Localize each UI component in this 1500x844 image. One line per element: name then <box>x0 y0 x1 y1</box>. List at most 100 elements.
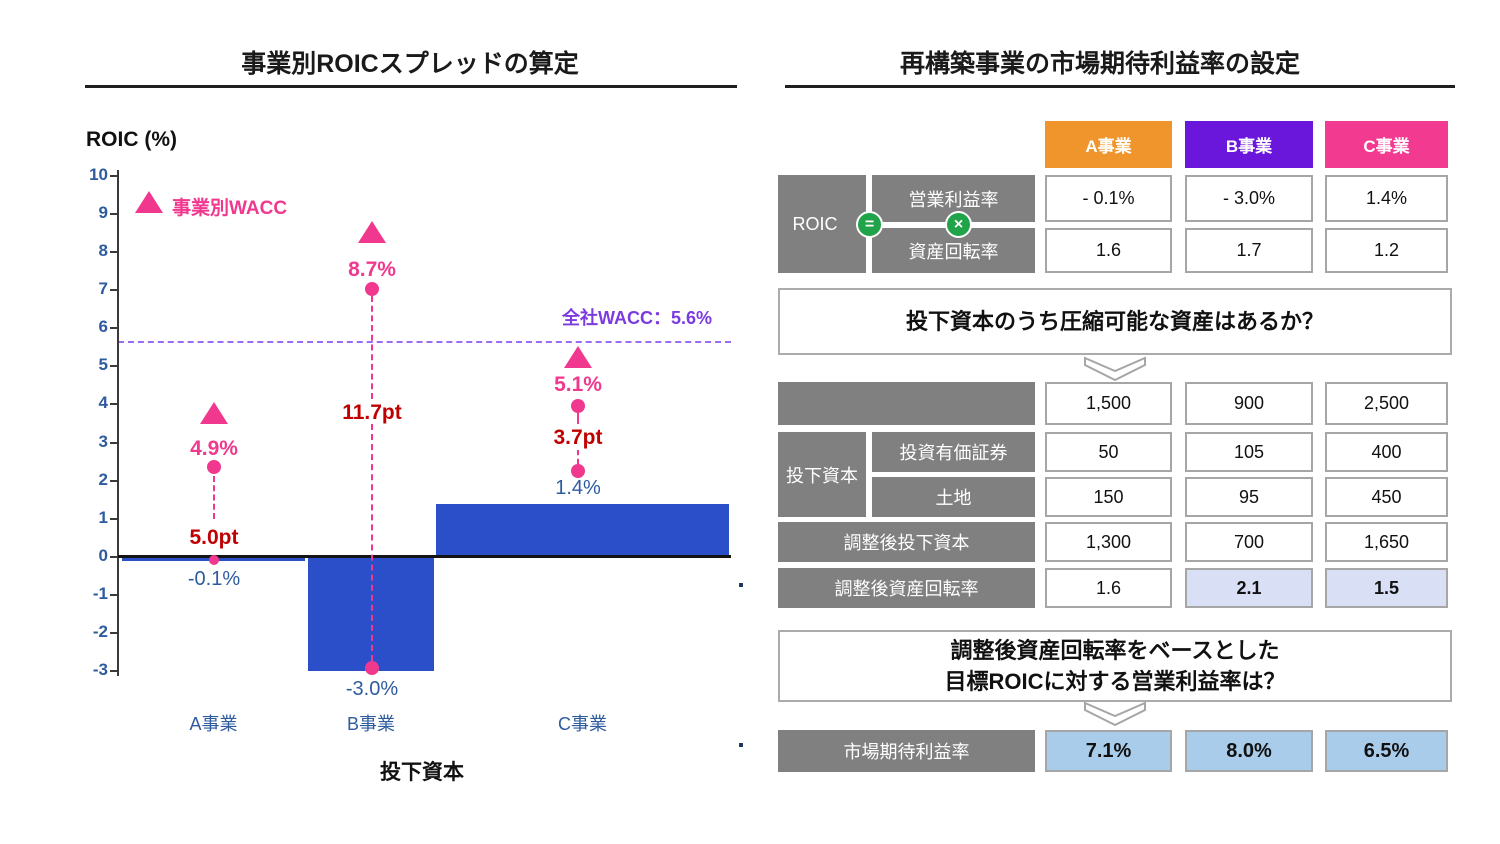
capital-total-label-blank <box>778 382 1035 425</box>
y-tick-mark <box>110 517 118 520</box>
wacc-spread-dashed-line <box>371 296 373 399</box>
multiply-operator-icon: × <box>945 211 972 238</box>
wacc-point-dot <box>365 282 379 296</box>
value-cell: 1,650 <box>1325 522 1448 562</box>
value-cell: 1.2 <box>1325 228 1448 273</box>
y-tick-mark <box>110 594 118 597</box>
equals-operator-icon: = <box>856 211 883 238</box>
value-cell: 8.0% <box>1185 730 1313 772</box>
invested-capital-group-label: 投下資本 <box>778 432 866 517</box>
y-axis-title: ROIC (%) <box>86 128 177 151</box>
wacc-value-label: 5.1% <box>554 373 602 396</box>
question-2-line2: 目標ROICに対する営業利益率は？ <box>944 669 1286 694</box>
question-2-line1: 調整後資産回転率をベースとした <box>950 638 1280 663</box>
down-arrow-icon <box>1084 356 1146 382</box>
question-1-text: 投下資本のうち圧縮可能な資産はあるか？ <box>905 309 1324 334</box>
y-tick-mark <box>110 250 118 253</box>
y-tick-label: 2 <box>98 469 108 489</box>
securities-label: 投資有価証券 <box>872 432 1035 472</box>
zero-line <box>118 555 731 558</box>
company-wacc-line <box>118 341 731 343</box>
wacc-point-dot <box>571 399 585 413</box>
y-tick-mark <box>110 556 118 558</box>
spread-pt-label: 5.0pt <box>189 526 239 549</box>
y-tick-label: 6 <box>98 317 108 337</box>
wacc-value-label: 4.9% <box>190 437 238 460</box>
y-tick-mark <box>110 212 118 215</box>
left-title-underline <box>85 85 737 88</box>
legend-wacc-label: 事業別WACC <box>172 198 288 219</box>
wacc-triangle-marker <box>564 346 592 368</box>
value-cell: 700 <box>1185 522 1313 562</box>
y-tick-mark <box>110 441 118 444</box>
roic-value-label: -0.1% <box>187 568 241 590</box>
wacc-point-dot <box>207 460 221 474</box>
y-tick-label: 10 <box>89 164 108 184</box>
y-tick-mark <box>110 327 118 330</box>
right-panel-title: 再構築事業の市場期待利益率の設定 <box>899 50 1300 78</box>
adjusted-capital-label: 調整後投下資本 <box>778 522 1035 562</box>
y-tick-label: 5 <box>98 355 108 375</box>
y-axis-line <box>117 170 119 676</box>
roic-point-dot <box>365 661 379 675</box>
y-tick-mark <box>110 670 118 673</box>
question-box-2: 調整後資産回転率をベースとした 目標ROICに対する営業利益率は？ <box>778 630 1452 702</box>
roic-result-box: ROIC <box>778 175 866 273</box>
wacc-value-label: 8.7% <box>348 258 396 281</box>
value-cell: 1.6 <box>1045 568 1172 608</box>
x-category-label: B事業 <box>346 714 395 734</box>
down-arrow-icon <box>1084 701 1146 727</box>
y-tick-mark <box>110 289 118 292</box>
company-wacc-label: 全社WACC：5.6% <box>561 308 712 328</box>
spread-pt-label: 3.7pt <box>553 426 603 449</box>
value-cell: - 3.0% <box>1185 175 1313 222</box>
y-tick-mark <box>110 479 118 482</box>
value-cell: 50 <box>1045 432 1172 472</box>
value-cell: 150 <box>1045 477 1172 517</box>
roic-value-label: 1.4% <box>555 477 601 499</box>
value-cell: 95 <box>1185 477 1313 517</box>
x-category-label: C事業 <box>558 714 607 734</box>
x-category-label: A事業 <box>189 714 238 734</box>
value-cell: 6.5% <box>1325 730 1448 772</box>
adjusted-turnover-label: 調整後資産回転率 <box>778 568 1035 608</box>
value-cell: 450 <box>1325 477 1448 517</box>
y-tick-label: 3 <box>98 431 108 451</box>
wacc-spread-dashed-line <box>371 424 373 661</box>
value-cell: - 0.1% <box>1045 175 1172 222</box>
roic-point-dot <box>209 555 219 565</box>
wacc-spread-dashed-line <box>577 413 579 424</box>
column-header: C事業 <box>1325 121 1448 168</box>
value-cell: 7.1% <box>1045 730 1172 772</box>
y-tick-label: -1 <box>92 584 108 604</box>
value-cell: 1.6 <box>1045 228 1172 273</box>
wacc-spread-dashed-line <box>577 450 579 464</box>
y-tick-label: -3 <box>92 660 108 680</box>
wacc-triangle-marker <box>358 221 386 243</box>
y-tick-label: 8 <box>98 240 108 260</box>
value-cell: 1,500 <box>1045 382 1172 425</box>
y-tick-label: 4 <box>98 393 108 413</box>
y-tick-mark <box>110 365 118 368</box>
value-cell: 900 <box>1185 382 1313 425</box>
y-tick-label: 0 <box>98 546 108 565</box>
y-tick-label: 7 <box>98 279 108 299</box>
wacc-triangle-marker <box>200 402 228 424</box>
land-label: 土地 <box>872 477 1035 517</box>
value-cell: 400 <box>1325 432 1448 472</box>
value-cell: 1.7 <box>1185 228 1313 273</box>
column-header: B事業 <box>1185 121 1313 168</box>
y-tick-label: 1 <box>98 507 108 527</box>
legend-wacc-triangle-icon <box>135 191 163 213</box>
value-cell: 1.5 <box>1325 568 1448 608</box>
right-title-underline <box>785 85 1455 88</box>
x-axis-title: 投下資本 <box>380 761 464 784</box>
roic-value-label: -3.0% <box>345 678 399 700</box>
value-cell: 2.1 <box>1185 568 1313 608</box>
value-cell: 1.4% <box>1325 175 1448 222</box>
column-header: A事業 <box>1045 121 1172 168</box>
value-cell: 105 <box>1185 432 1313 472</box>
y-tick-mark <box>110 632 118 635</box>
roic-bar <box>436 503 729 557</box>
